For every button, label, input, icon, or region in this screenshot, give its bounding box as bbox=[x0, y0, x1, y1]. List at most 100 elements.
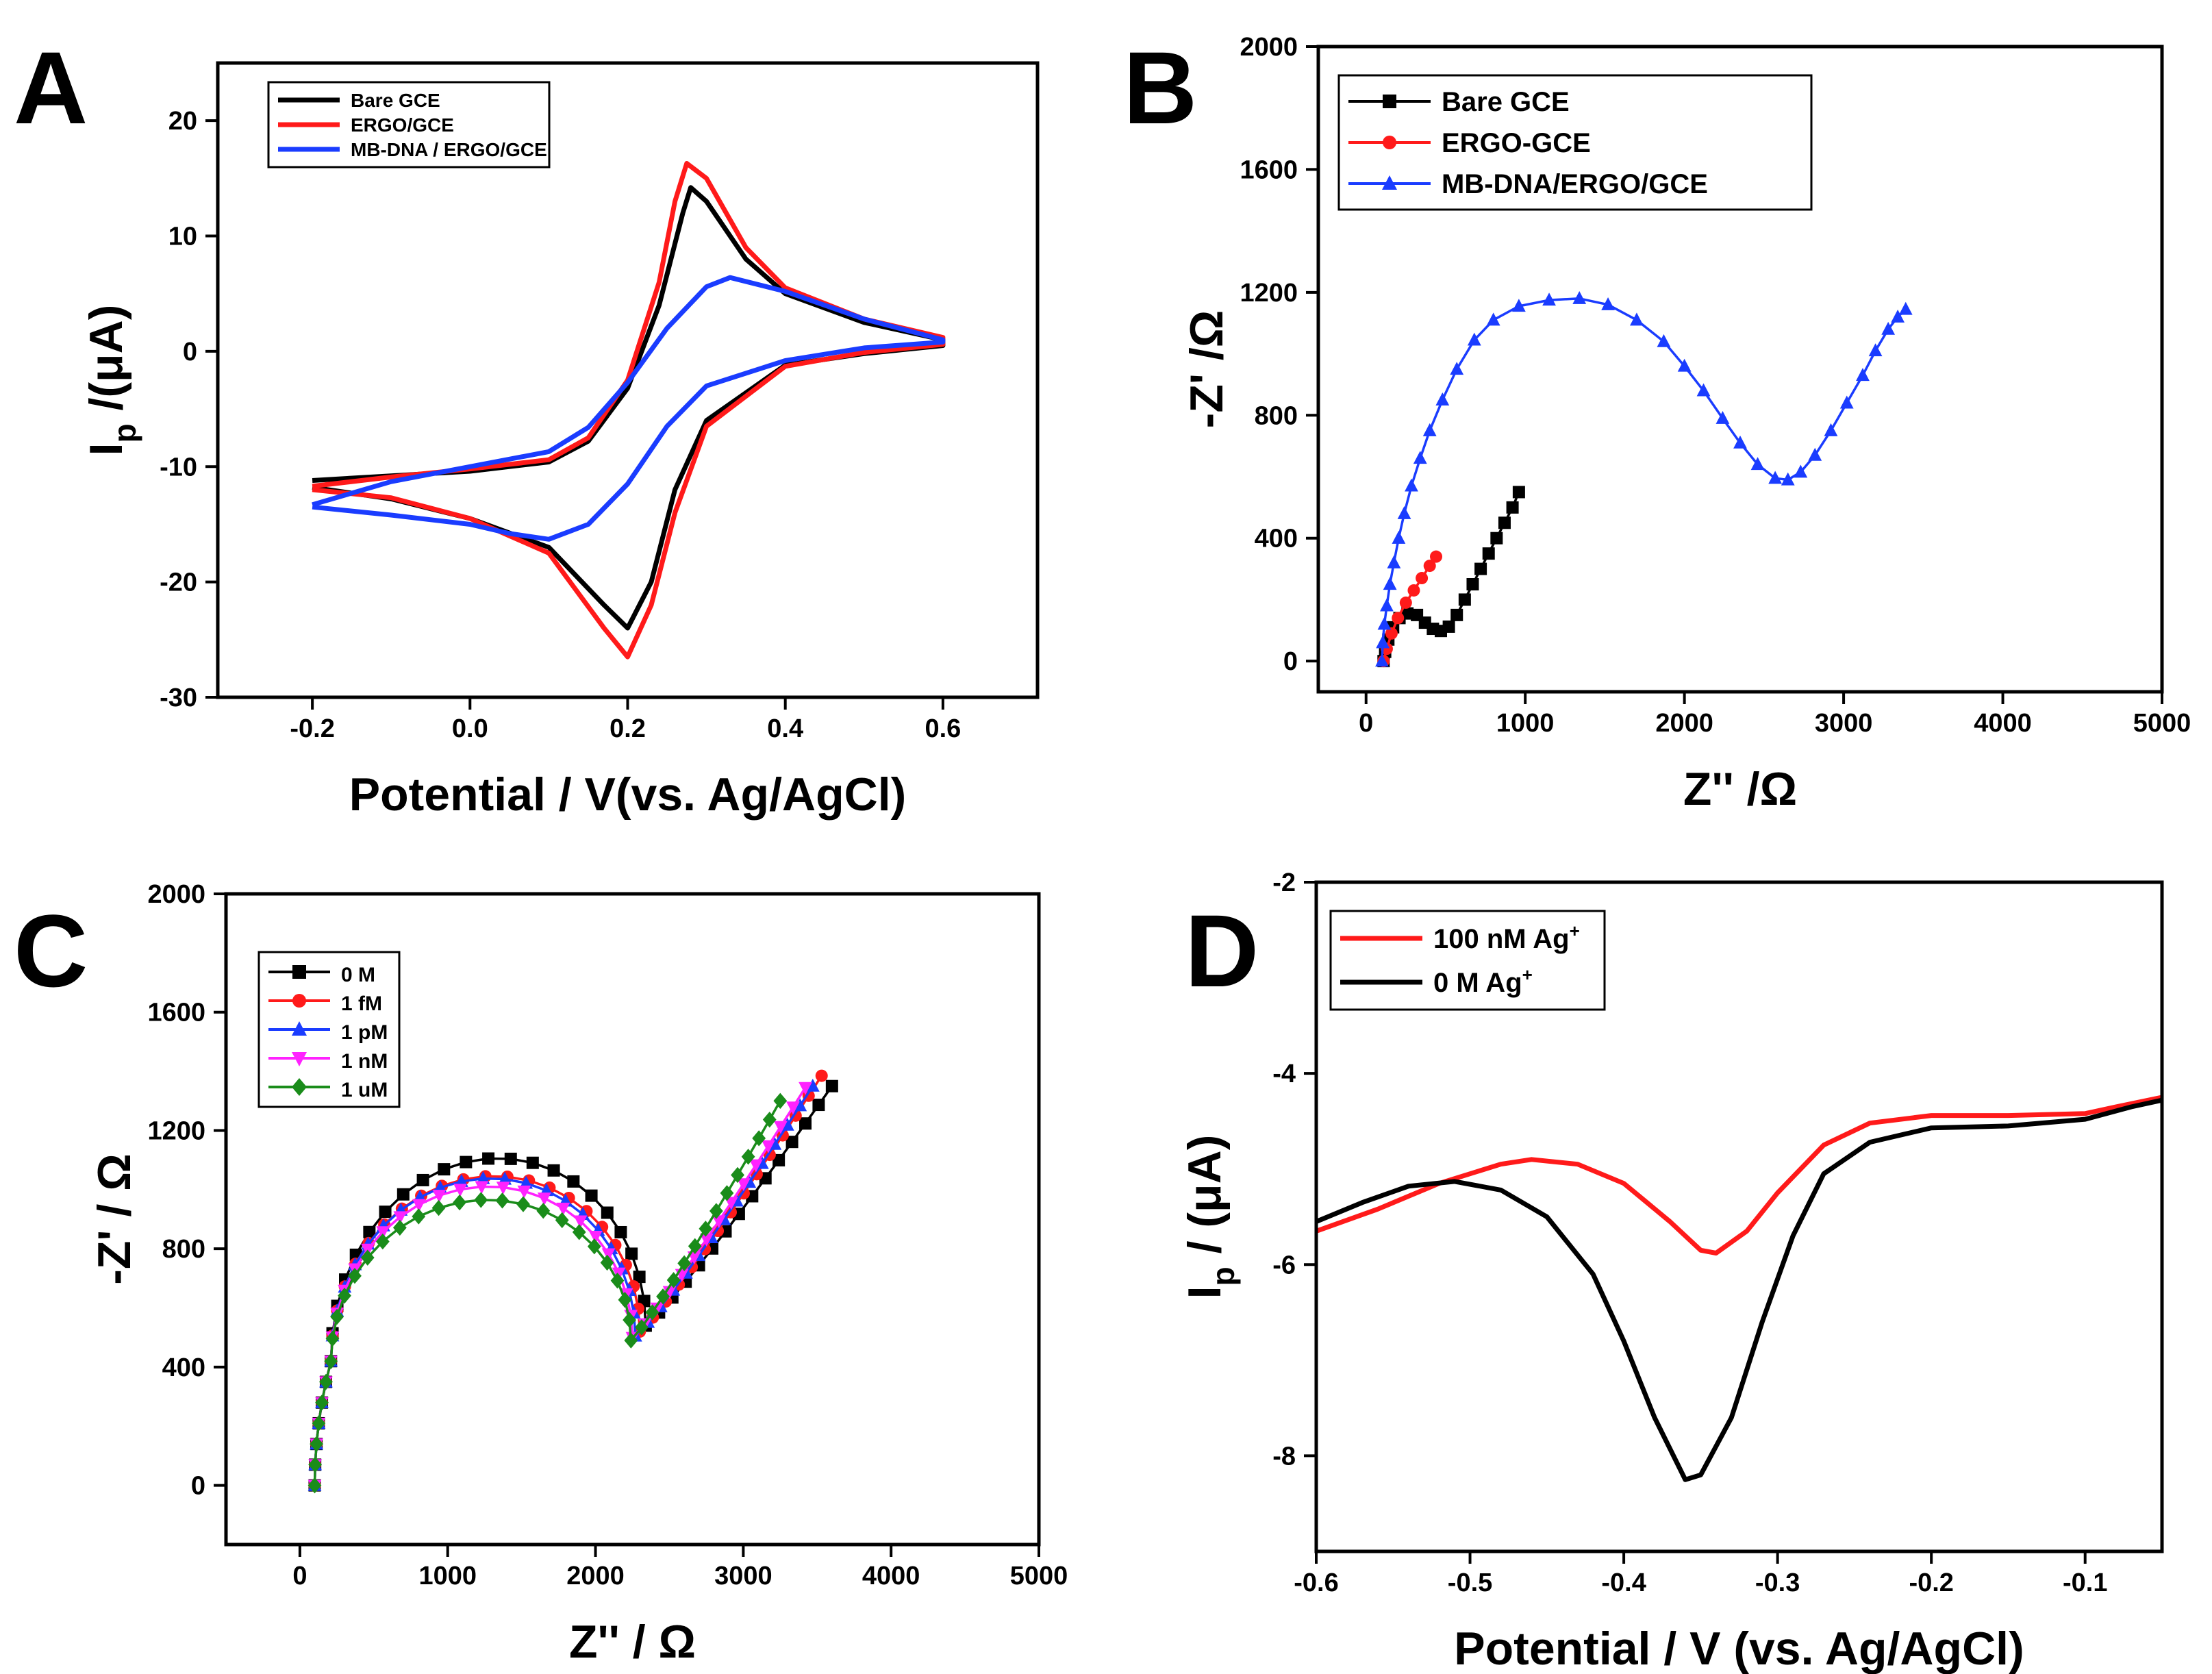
legend-label: 0 M bbox=[341, 964, 375, 986]
y-tick-label: -30 bbox=[160, 684, 197, 712]
data-point bbox=[375, 1233, 390, 1250]
data-point bbox=[325, 1330, 340, 1347]
data-point bbox=[1808, 447, 1822, 461]
x-tick-label: 2000 bbox=[1655, 709, 1713, 738]
x-axis-title: Potential / V (vs. Ag/AgCl) bbox=[1454, 1623, 2024, 1674]
data-point bbox=[1601, 297, 1615, 310]
y-tick-label: 0 bbox=[183, 338, 197, 366]
data-point bbox=[431, 1199, 446, 1216]
data-point bbox=[516, 1196, 530, 1212]
legend-marker bbox=[292, 994, 306, 1008]
data-point bbox=[1512, 486, 1525, 499]
data-point bbox=[308, 1456, 323, 1473]
data-point bbox=[1733, 435, 1747, 449]
data-point bbox=[1392, 612, 1405, 625]
plot-frame bbox=[224, 892, 1041, 1547]
legend-marker bbox=[292, 1052, 307, 1066]
series-3 bbox=[307, 1082, 812, 1493]
x-tick-label: 0.4 bbox=[767, 714, 803, 743]
y-tick-label: 1200 bbox=[1240, 279, 1298, 308]
data-point bbox=[1750, 457, 1765, 471]
data-point bbox=[1413, 451, 1427, 464]
data-point bbox=[1376, 635, 1390, 649]
data-point bbox=[547, 1164, 560, 1177]
panel-a: A -0.2 0.0 0.2 0.4 0.6 -30 -20 -10 0 10 20 Potential… bbox=[14, 30, 1040, 821]
series-2 bbox=[307, 1078, 820, 1491]
data-point bbox=[785, 1136, 799, 1149]
data-point bbox=[555, 1212, 569, 1229]
data-point bbox=[453, 1194, 467, 1211]
data-point bbox=[432, 1190, 447, 1203]
legend-label: 1 uM bbox=[341, 1079, 388, 1101]
data-point bbox=[812, 1099, 825, 1112]
y-axis-title: -Z' /Ω bbox=[1181, 310, 1233, 429]
data-point bbox=[1794, 464, 1808, 478]
x-tick-label: -0.4 bbox=[1601, 1569, 1646, 1597]
data-point bbox=[1435, 392, 1450, 405]
data-point bbox=[677, 1255, 692, 1272]
series-0 bbox=[1377, 486, 1525, 668]
x-tick-label: 0.2 bbox=[609, 714, 646, 743]
data-point bbox=[330, 1308, 344, 1325]
data-point bbox=[1498, 516, 1511, 529]
series-0 bbox=[1315, 1095, 2163, 1256]
y-tick-label: 1600 bbox=[147, 999, 205, 1027]
data-point bbox=[645, 1304, 659, 1321]
y-axis-title-main: I bbox=[80, 443, 132, 456]
y-tick-label: 0 bbox=[1283, 647, 1298, 676]
data-point bbox=[536, 1203, 551, 1219]
data-point bbox=[438, 1163, 451, 1176]
data-point bbox=[363, 1225, 376, 1238]
x-tick-label: 0 bbox=[292, 1562, 307, 1590]
data-point bbox=[1399, 596, 1412, 609]
series-1 bbox=[308, 1069, 828, 1492]
plot-frame bbox=[1314, 880, 2164, 1553]
data-point bbox=[1467, 332, 1481, 346]
x-tick-label: 3000 bbox=[714, 1562, 772, 1590]
data-point bbox=[1868, 343, 1883, 357]
data-point bbox=[1891, 309, 1905, 323]
y-tick-label: 800 bbox=[162, 1235, 205, 1264]
x-tick-label: -0.1 bbox=[2063, 1569, 2107, 1597]
y-tick-label: 20 bbox=[168, 107, 197, 136]
legend-label: 1 pM bbox=[341, 1021, 388, 1044]
legend-marker bbox=[292, 1021, 307, 1036]
x-tick-label: -0.5 bbox=[1448, 1569, 1492, 1597]
data-point bbox=[517, 1185, 531, 1199]
data-point bbox=[1385, 627, 1398, 640]
data-point bbox=[666, 1272, 681, 1288]
legend-label: ERGO/GCE bbox=[351, 114, 454, 136]
data-point bbox=[572, 1224, 586, 1240]
x-tick-label: -0.2 bbox=[290, 714, 334, 743]
data-point bbox=[656, 1288, 670, 1305]
y-tick-label: -2 bbox=[1272, 869, 1296, 897]
data-point bbox=[1430, 550, 1443, 563]
x-tick-label: 0 bbox=[1359, 709, 1373, 738]
data-point bbox=[573, 1215, 588, 1229]
data-point bbox=[1781, 472, 1795, 486]
data-point bbox=[1442, 620, 1455, 633]
data-point bbox=[662, 1286, 677, 1299]
data-point bbox=[1383, 577, 1397, 590]
y-tick-label: 1200 bbox=[147, 1116, 205, 1145]
data-point bbox=[825, 1079, 838, 1092]
data-point bbox=[724, 1197, 738, 1210]
data-point bbox=[1458, 593, 1471, 606]
data-point bbox=[786, 1101, 800, 1115]
series-2 bbox=[1375, 291, 1913, 667]
data-point bbox=[625, 1247, 638, 1260]
legend-label: MB-DNA/ERGO/GCE bbox=[1442, 169, 1708, 199]
x-tick-label: 1000 bbox=[418, 1562, 477, 1590]
data-point bbox=[1824, 423, 1838, 436]
y-axis-title: Ip /(μA) bbox=[80, 305, 142, 456]
data-point bbox=[773, 1092, 788, 1109]
data-point bbox=[460, 1155, 473, 1169]
data-point bbox=[1474, 562, 1487, 575]
data-point bbox=[476, 1171, 490, 1184]
legend-label-sup: + bbox=[1522, 964, 1533, 985]
series-4 bbox=[307, 1092, 788, 1494]
series-line bbox=[313, 1085, 814, 1486]
series-2 bbox=[312, 275, 946, 542]
data-point bbox=[736, 1178, 751, 1192]
data-point bbox=[815, 1069, 828, 1082]
